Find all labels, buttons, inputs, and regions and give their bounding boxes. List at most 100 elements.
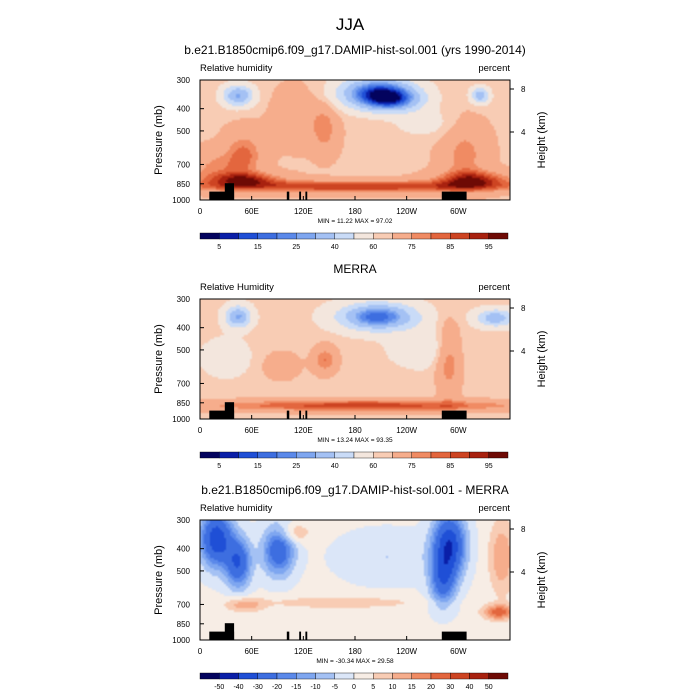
topography-mask <box>299 631 302 640</box>
colorbar-box <box>392 451 412 459</box>
y-tick-label: 500 <box>177 567 191 576</box>
y-tick-label: 500 <box>177 127 191 136</box>
panel-left-label: Relative humidity <box>200 503 273 514</box>
colorbar-box <box>353 672 374 680</box>
colorbar-box <box>373 451 393 459</box>
y-axis-label: Pressure (mb) <box>153 324 165 394</box>
contour-field <box>200 520 510 640</box>
y-tick-label: 700 <box>177 160 191 169</box>
colorbar-box <box>430 672 451 680</box>
colorbar-box <box>334 232 355 240</box>
colorbar-label: -5 <box>332 684 338 691</box>
colorbar-box <box>469 672 489 680</box>
x-tick-label: 120W <box>396 426 417 435</box>
panel-left-label: Relative humidity <box>200 63 273 74</box>
y-tick-label: 1000 <box>172 196 190 205</box>
colorbar-box <box>392 672 412 680</box>
x-tick-label: 120E <box>294 426 313 435</box>
x-tick-label: 180 <box>348 426 362 435</box>
colorbar-label: 15 <box>408 684 416 691</box>
x-tick-label: 0 <box>198 207 203 216</box>
min-max-label: MIN = 13.24 MAX = 93.35 <box>317 437 393 444</box>
min-max-label: MIN = 11.22 MAX = 97.02 <box>318 218 393 225</box>
topography-mask <box>441 410 467 419</box>
colorbar-label: 25 <box>292 463 300 470</box>
colorbar-label: -50 <box>214 684 224 691</box>
x-tick-label: 120W <box>396 647 417 656</box>
topography-mask <box>209 631 235 640</box>
colorbar-box <box>488 672 509 680</box>
colorbar-label: 75 <box>408 244 416 251</box>
x-tick-label: 120E <box>294 647 313 656</box>
colorbar-box <box>392 232 412 240</box>
colorbar-box <box>315 232 335 240</box>
colorbar-label: 85 <box>446 463 454 470</box>
y2-axis-label: Height (km) <box>536 552 548 609</box>
colorbar-label: 5 <box>371 684 375 691</box>
colorbar-label: 50 <box>485 684 493 691</box>
colorbar-box <box>238 672 258 680</box>
colorbar-label: 40 <box>466 684 474 691</box>
topography-mask <box>209 410 235 419</box>
y-axis-label: Pressure (mb) <box>153 545 165 615</box>
y-tick-label: 850 <box>177 399 191 408</box>
colorbar-box <box>296 672 316 680</box>
topography-mask <box>224 183 235 200</box>
topography-mask <box>305 191 308 200</box>
topography-mask <box>441 191 467 200</box>
colorbar-box <box>296 451 316 459</box>
colorbar-label: -40 <box>233 684 243 691</box>
y-tick-label: 850 <box>177 180 191 189</box>
topography-mask <box>286 410 290 419</box>
colorbar-label: 15 <box>254 463 262 470</box>
colorbar-box <box>469 232 489 240</box>
colorbar-box <box>469 451 489 459</box>
chart-panel: b.e21.B1850cmip6.f09_g17.DAMIP-hist-sol.… <box>153 483 548 691</box>
colorbar-box <box>430 451 451 459</box>
y-tick-label: 500 <box>177 346 191 355</box>
colorbar-label: 95 <box>485 244 493 251</box>
x-tick-label: 60W <box>450 426 467 435</box>
x-tick-label: 60E <box>245 426 259 435</box>
topography-mask <box>286 631 290 640</box>
colorbar-label: 10 <box>389 684 397 691</box>
colorbar-box <box>276 451 297 459</box>
panel-title: MERRA <box>333 262 376 276</box>
y2-axis-label: Height (km) <box>536 331 548 388</box>
y-tick-label: 400 <box>177 545 191 554</box>
colorbar-label: 75 <box>408 463 416 470</box>
y-tick-label: 700 <box>177 379 191 388</box>
y-tick-label: 1000 <box>172 415 190 424</box>
colorbar-box <box>353 451 374 459</box>
x-tick-label: 60E <box>245 207 259 216</box>
x-tick-label: 60W <box>450 207 467 216</box>
x-tick-label: 120W <box>396 207 417 216</box>
colorbar-box <box>199 451 220 459</box>
y2-tick-label: 4 <box>521 128 526 137</box>
panel-left-label: Relative Humidity <box>200 282 274 293</box>
x-tick-label: 60E <box>245 647 259 656</box>
panel-right-label: percent <box>478 282 510 293</box>
y2-tick-label: 4 <box>521 347 526 356</box>
colorbar-box <box>199 672 220 680</box>
colorbar-box <box>334 451 355 459</box>
topography-mask <box>441 631 467 640</box>
colorbar-box <box>411 451 432 459</box>
topography-mask <box>299 410 302 419</box>
y-tick-label: 300 <box>177 516 191 525</box>
colorbar-label: 5 <box>217 463 221 470</box>
colorbar-label: 40 <box>331 244 339 251</box>
y-tick-label: 1000 <box>172 636 190 645</box>
colorbar-label: 30 <box>446 684 454 691</box>
contour-field <box>200 299 510 419</box>
y2-axis-label: Height (km) <box>536 112 548 169</box>
colorbar-box <box>353 232 374 240</box>
colorbar-label: -15 <box>291 684 301 691</box>
y-tick-label: 300 <box>177 295 191 304</box>
colorbar-box <box>238 232 258 240</box>
colorbar-box <box>334 672 355 680</box>
chart-panel: b.e21.B1850cmip6.f09_g17.DAMIP-hist-sol.… <box>153 43 548 251</box>
panel-title: b.e21.B1850cmip6.f09_g17.DAMIP-hist-sol.… <box>201 483 508 497</box>
